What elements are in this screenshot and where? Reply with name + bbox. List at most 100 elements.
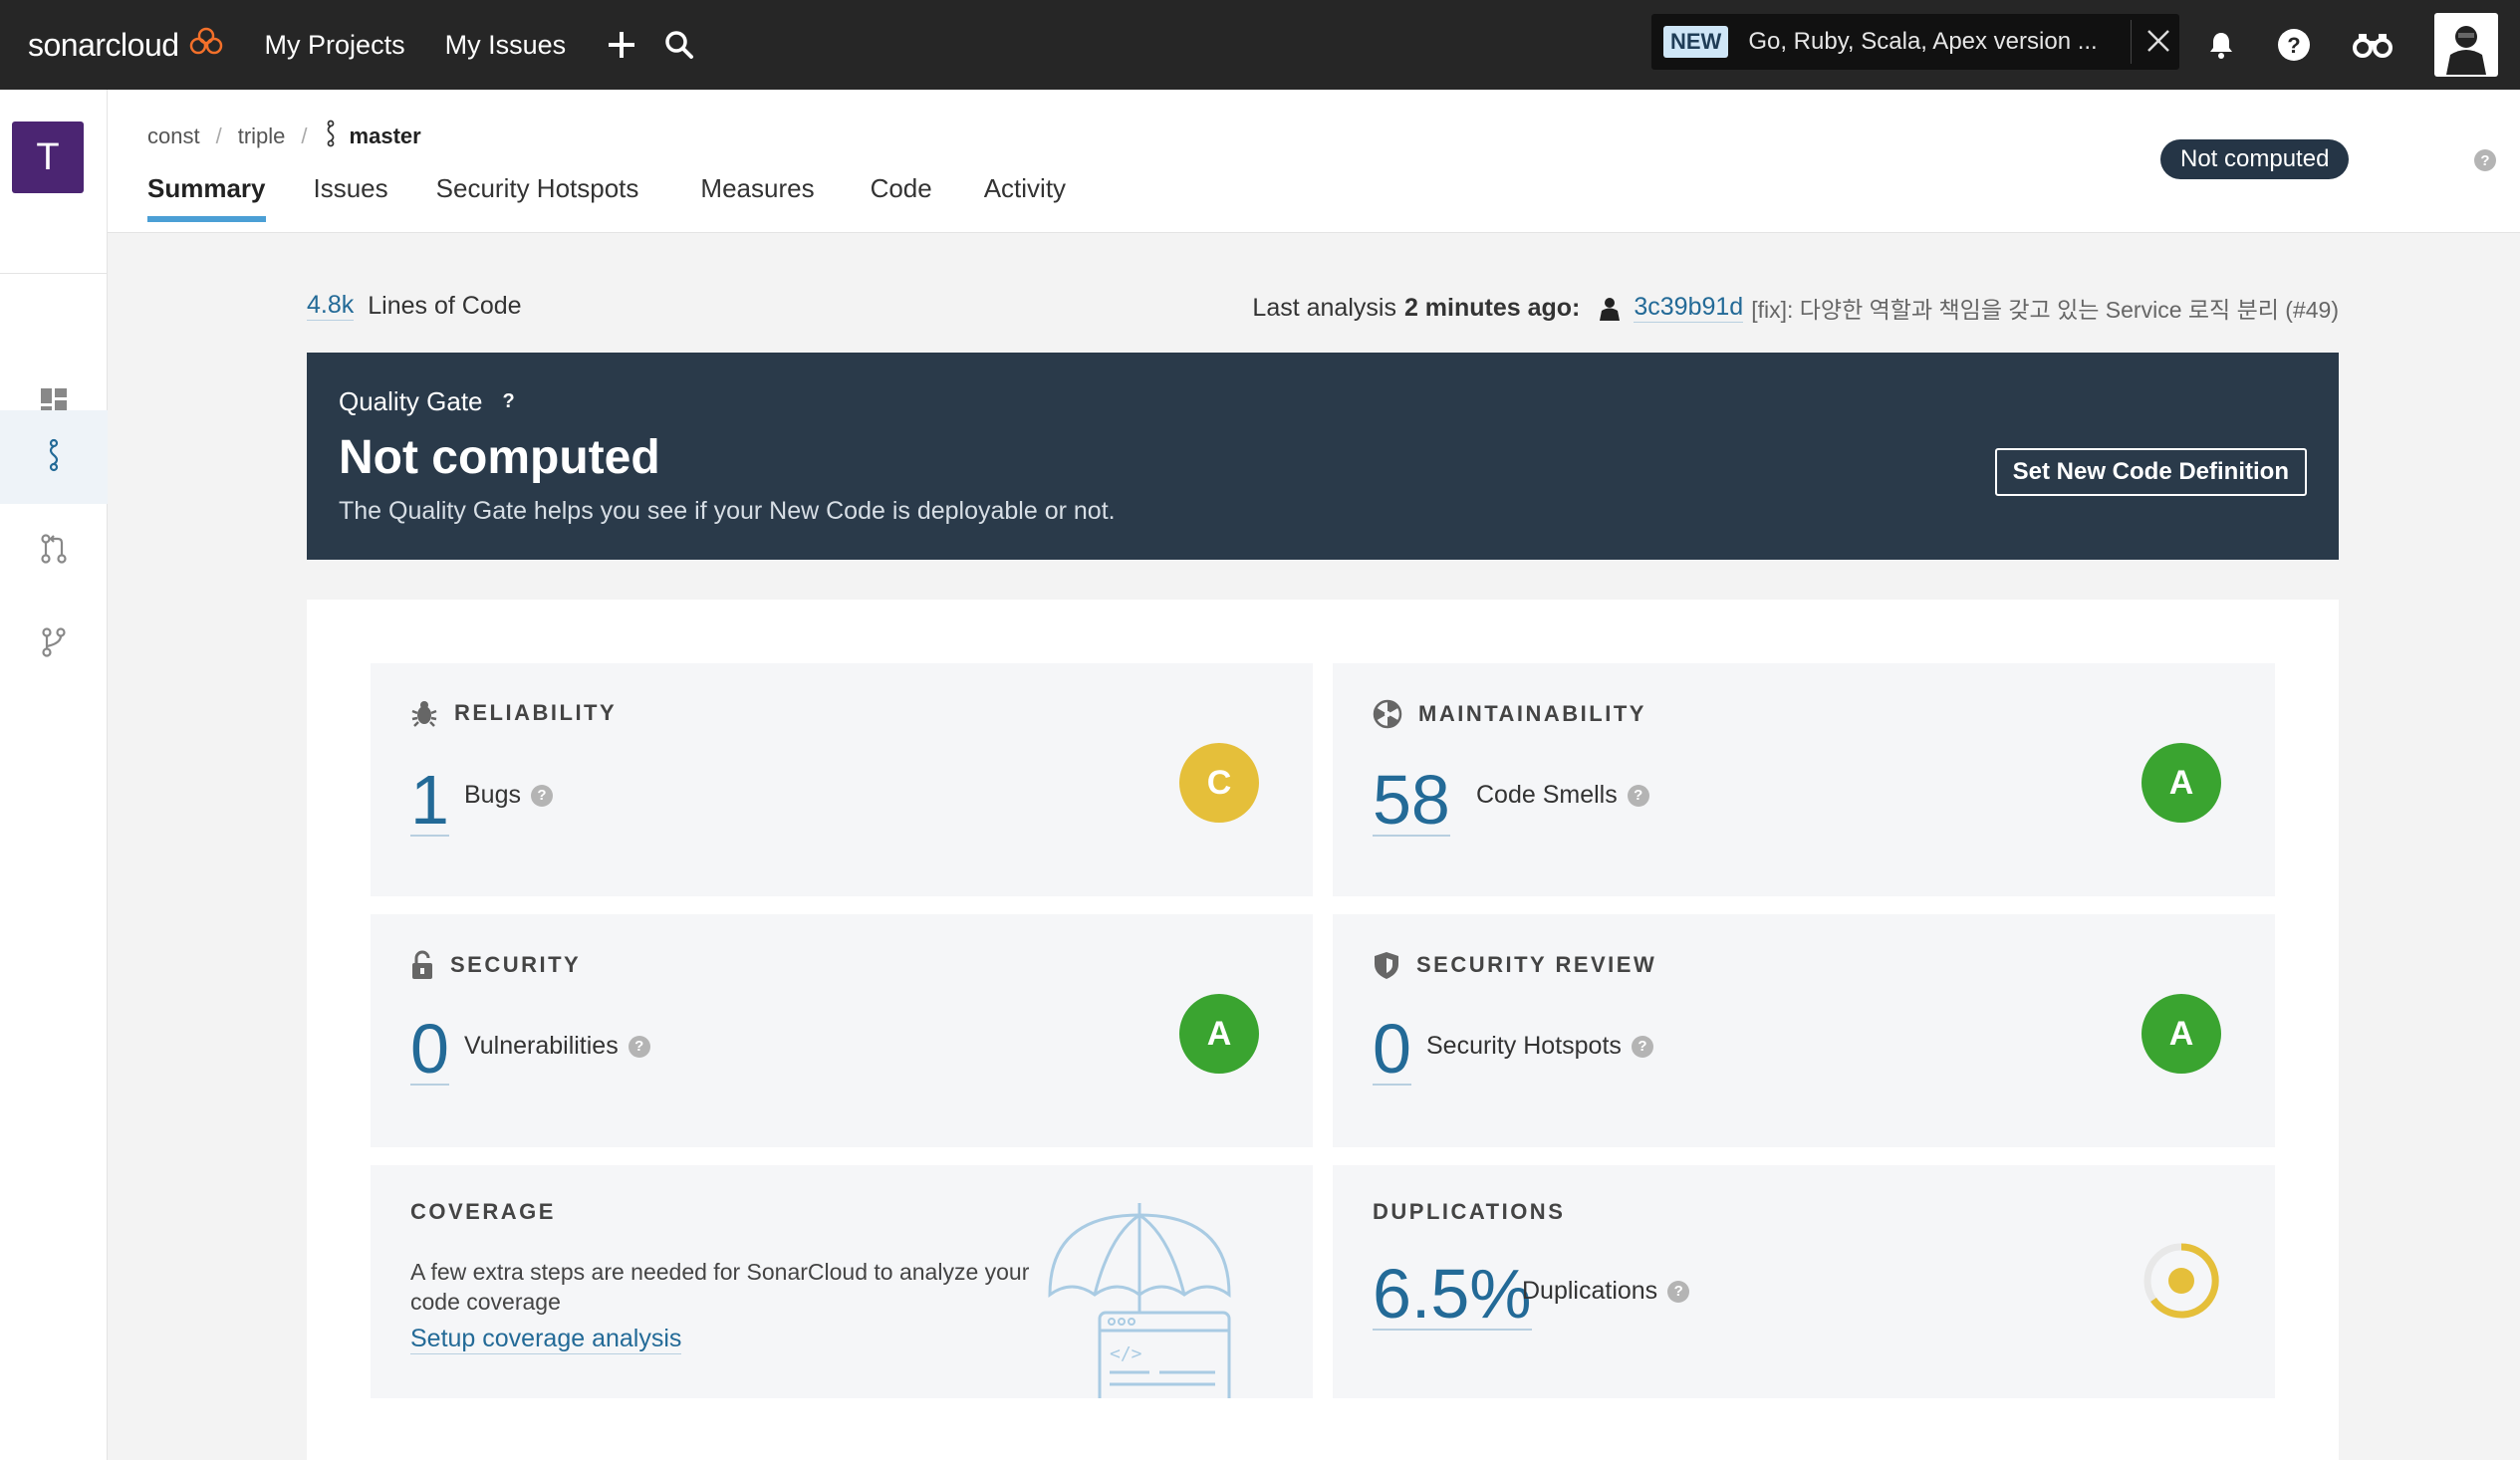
bug-icon xyxy=(410,699,438,727)
loc-label: Lines of Code xyxy=(368,291,522,320)
security-title: SECURITY xyxy=(410,950,581,980)
security-review-rating[interactable]: A xyxy=(2142,994,2221,1074)
project-avatar[interactable]: T xyxy=(12,122,84,193)
nav-my-issues[interactable]: My Issues xyxy=(444,29,567,60)
duplication-donut-icon[interactable] xyxy=(2140,1239,2223,1328)
umbrella-icon: </> xyxy=(1040,1195,1249,1398)
pull-request-icon xyxy=(39,533,69,570)
help-icon[interactable]: ? xyxy=(1631,1035,1653,1058)
sidebar-divider xyxy=(0,273,108,274)
topbar-right-icons: ? xyxy=(2207,0,2520,90)
last-analysis: Last analysis 2 minutes ago: 3c39b91d [f… xyxy=(1252,291,2339,325)
committer-avatar-icon xyxy=(1596,294,1624,322)
fork-icon xyxy=(39,626,69,663)
coverage-card: COVERAGE A few extra steps are needed fo… xyxy=(371,1165,1313,1398)
help-icon[interactable]: ? xyxy=(502,390,515,412)
loc-value[interactable]: 4.8k xyxy=(307,291,355,321)
top-navigation-bar: sonarcloud My Projects My Issues NEW Go,… xyxy=(0,0,2520,90)
security-card: SECURITY 0 Vulnerabilities ? A xyxy=(371,914,1313,1147)
news-banner[interactable]: NEW Go, Ruby, Scala, Apex version ... xyxy=(1651,14,2179,70)
breadcrumb-separator: / xyxy=(301,123,308,148)
sidebar-item-pull-requests[interactable] xyxy=(0,504,108,598)
branch-icon xyxy=(324,120,338,153)
last-analysis-prefix: Last analysis xyxy=(1252,293,1396,322)
close-icon[interactable] xyxy=(2144,27,2172,60)
setup-coverage-link[interactable]: Setup coverage analysis xyxy=(410,1325,682,1354)
security-hotspots-value[interactable]: 0 xyxy=(1373,1010,1411,1088)
security-rating[interactable]: A xyxy=(1179,994,1259,1074)
news-text[interactable]: Go, Ruby, Scala, Apex version ... xyxy=(1748,28,2098,55)
tab-activity[interactable]: Activity xyxy=(983,173,1067,203)
help-icon[interactable]: ? xyxy=(530,784,553,807)
measures-panel: RELIABILITY 1 Bugs ? C MAINTAINABILITY 5… xyxy=(307,600,2339,1460)
maintainability-title-text: MAINTAINABILITY xyxy=(1418,701,1646,726)
breadcrumb-branch[interactable]: master xyxy=(349,123,421,148)
help-icon[interactable]: ? xyxy=(2277,28,2311,62)
security-title-text: SECURITY xyxy=(450,952,582,977)
project-sidebar: T xyxy=(0,90,108,1460)
duplications-card: DUPLICATIONS 6.5% Duplications ? xyxy=(1333,1165,2275,1398)
tab-issues[interactable]: Issues xyxy=(313,173,388,203)
maintainability-rating[interactable]: A xyxy=(2142,743,2221,823)
maintainability-title: MAINTAINABILITY xyxy=(1373,699,1646,729)
quality-gate-label: Quality Gate ? xyxy=(339,386,515,417)
shield-icon xyxy=(1373,950,1400,980)
tab-measures[interactable]: Measures xyxy=(700,173,815,203)
binoculars-icon[interactable] xyxy=(2353,31,2393,59)
set-new-code-definition-button[interactable]: Set New Code Definition xyxy=(1994,448,2307,496)
help-icon[interactable]: ? xyxy=(1627,784,1649,807)
security-review-title-text: SECURITY REVIEW xyxy=(1416,952,1657,977)
code-smells-label-text: Code Smells xyxy=(1476,781,1618,809)
commit-sha-link[interactable]: 3c39b91d xyxy=(1634,293,1744,323)
commit-message: [fix]: 다양한 역할과 책임을 갖고 있는 Service 로직 분리 (… xyxy=(1751,297,2339,323)
reliability-rating[interactable]: C xyxy=(1179,743,1259,823)
svg-text:?: ? xyxy=(2287,33,2300,58)
sidebar-item-fork[interactable] xyxy=(0,598,108,691)
security-hotspots-label-text: Security Hotspots xyxy=(1426,1032,1622,1060)
quality-gate-status: Not computed xyxy=(339,431,660,484)
branch-icon xyxy=(44,438,64,477)
svg-text:</>: </> xyxy=(1110,1343,1142,1364)
quality-gate-banner: Quality Gate ? Not computed The Quality … xyxy=(307,353,2339,560)
help-icon[interactable]: ? xyxy=(628,1035,650,1058)
help-icon[interactable]: ? xyxy=(1667,1280,1690,1303)
search-icon[interactable] xyxy=(663,29,695,61)
reliability-title-text: RELIABILITY xyxy=(454,700,618,725)
tab-summary[interactable]: Summary xyxy=(147,173,266,222)
duplications-title: DUPLICATIONS xyxy=(1373,1199,1566,1224)
coverage-description: A few extra steps are needed for SonarCl… xyxy=(410,1259,1030,1315)
help-icon[interactable]: ? xyxy=(2474,149,2496,171)
quality-gate-title: Quality Gate xyxy=(339,386,483,416)
vulnerabilities-label-text: Vulnerabilities xyxy=(464,1032,619,1060)
last-analysis-time: 2 minutes ago: xyxy=(1403,293,1581,322)
breadcrumb-separator: / xyxy=(215,123,222,148)
security-hotspots-label: Security Hotspots ? xyxy=(1426,1032,1653,1061)
lock-icon xyxy=(410,950,434,980)
bugs-label-text: Bugs xyxy=(464,781,521,809)
project-header: const / triple / master Summary Issues S… xyxy=(108,90,2520,233)
tab-security-hotspots[interactable]: Security Hotspots xyxy=(435,173,639,203)
news-separator xyxy=(2131,20,2132,64)
coverage-title: COVERAGE xyxy=(410,1199,556,1224)
breadcrumb-org[interactable]: const xyxy=(147,123,200,148)
sidebar-item-branches[interactable] xyxy=(0,410,108,504)
duplications-value[interactable]: 6.5% xyxy=(1373,1255,1532,1333)
code-smells-label: Code Smells ? xyxy=(1476,781,1649,810)
code-smell-icon xyxy=(1373,699,1402,729)
user-avatar[interactable] xyxy=(2434,13,2498,77)
nav-my-projects[interactable]: My Projects xyxy=(264,29,405,60)
sonarcloud-logo[interactable]: sonarcloud xyxy=(28,26,223,64)
code-smells-value[interactable]: 58 xyxy=(1373,761,1450,839)
plus-icon[interactable] xyxy=(606,29,637,61)
security-review-card: SECURITY REVIEW 0 Security Hotspots ? A xyxy=(1333,914,2275,1147)
bugs-label: Bugs ? xyxy=(464,781,553,810)
bell-icon[interactable] xyxy=(2207,30,2235,60)
project-tabs: Summary Issues Security Hotspots Measure… xyxy=(147,173,1114,222)
breadcrumb-project[interactable]: triple xyxy=(237,123,286,148)
maintainability-card: MAINTAINABILITY 58 Code Smells ? A xyxy=(1333,663,2275,896)
bugs-value[interactable]: 1 xyxy=(410,761,449,839)
vulnerabilities-value[interactable]: 0 xyxy=(410,1010,449,1088)
news-badge: NEW xyxy=(1663,26,1729,58)
tab-code[interactable]: Code xyxy=(870,173,932,203)
quality-gate-description: The Quality Gate helps you see if your N… xyxy=(339,497,1116,525)
